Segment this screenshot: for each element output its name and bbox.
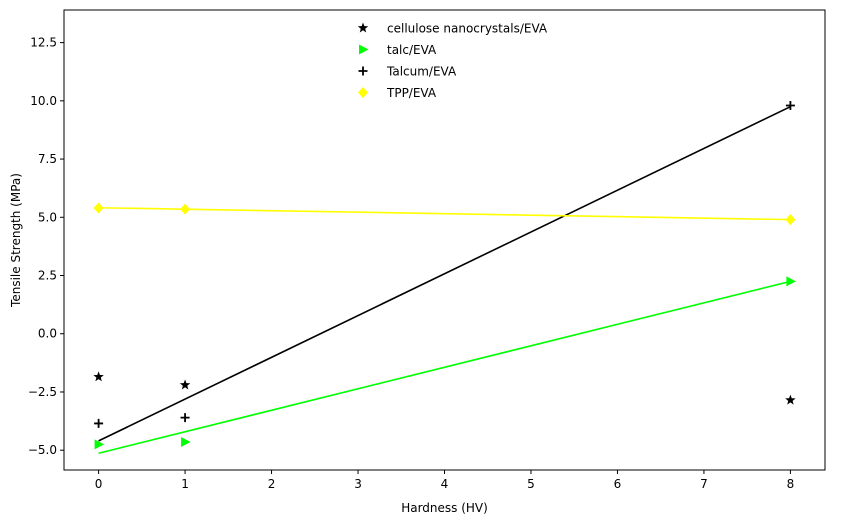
fit-line-series-2	[98, 280, 791, 455]
x-tick-label: 7	[700, 477, 708, 491]
y-tick-label: −2.5	[28, 385, 57, 399]
x-tick-label: 8	[787, 477, 795, 491]
y-tick-label: 0.0	[38, 327, 57, 341]
x-tick-label: 6	[614, 477, 622, 491]
data-point-series-3	[785, 100, 795, 110]
x-axis-ticks: 0 1 2 3 4 5 6 7 8	[95, 470, 794, 491]
y-tick-label: −5.0	[28, 443, 57, 457]
data-point-series-3	[94, 418, 104, 428]
data-point-series-3	[180, 413, 190, 423]
legend: cellulose nanocrystals/EVA talc/EVA Talcum…	[357, 22, 548, 100]
legend-label: talc/EVA	[387, 43, 437, 57]
legend-label: TPP/EVA	[386, 86, 437, 100]
legend-marker	[359, 44, 369, 55]
data-markers	[93, 100, 796, 450]
fit-line-series-4	[98, 206, 791, 221]
x-tick-label: 1	[181, 477, 189, 491]
data-point-series-1	[785, 394, 796, 405]
fit-line-series-3	[98, 105, 791, 442]
y-tick-label: 7.5	[38, 152, 57, 166]
x-tick-label: 4	[441, 477, 449, 491]
y-axis-ticks: −5.0 −2.5 0.0 2.5 5.0 7.5 10.0 12.5	[28, 36, 64, 457]
x-tick-label: 3	[354, 477, 362, 491]
fit-lines	[98, 105, 791, 455]
data-point-series-2	[181, 437, 191, 448]
data-point-series-4	[180, 203, 191, 215]
x-tick-label: 0	[95, 477, 103, 491]
data-point-series-4	[785, 214, 796, 226]
x-axis-label: Hardness (HV)	[401, 501, 488, 515]
data-point-series-2	[94, 439, 105, 450]
legend-label: cellulose nanocrystals/EVA	[387, 22, 548, 36]
y-tick-label: 10.0	[30, 94, 57, 108]
legend-marker	[358, 87, 368, 98]
data-point-series-2	[786, 276, 796, 287]
data-point-series-4	[93, 202, 104, 214]
data-point-series-1	[179, 379, 191, 390]
legend-label: Talcum/EVA	[386, 65, 457, 79]
x-tick-label: 5	[527, 477, 535, 491]
y-axis-label: Tensile Strength (MPa)	[9, 173, 23, 308]
legend-marker	[358, 66, 368, 76]
data-point-series-1	[93, 371, 104, 382]
y-tick-label: 5.0	[38, 210, 57, 224]
legend-marker	[357, 22, 369, 33]
x-tick-label: 2	[268, 477, 276, 491]
y-tick-label: 2.5	[38, 269, 57, 283]
y-tick-label: 12.5	[30, 36, 57, 50]
